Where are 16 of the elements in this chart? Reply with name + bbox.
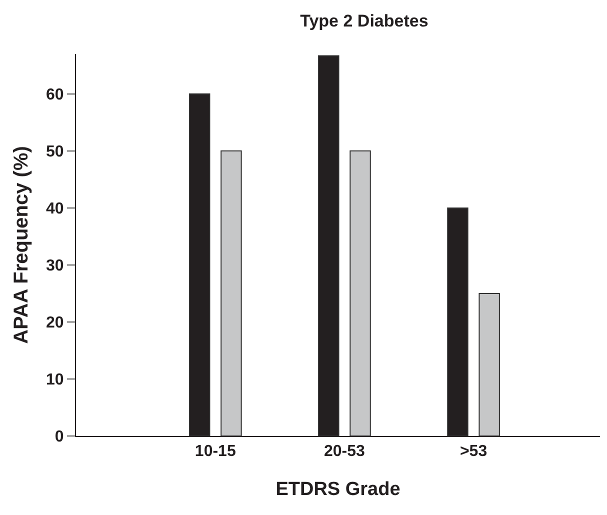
chart-title: Type 2 Diabetes [300,12,428,31]
y-tick-label: 40 [46,200,64,218]
y-tick-label: 20 [46,314,64,332]
y-axis-title: APAA Frequency (%) [10,146,33,344]
x-axis-title: ETDRS Grade [276,479,400,500]
bar [220,150,242,436]
x-tick-label: >53 [460,443,488,460]
y-tick-label: 60 [46,86,64,104]
y-tick-label: 0 [54,428,64,446]
bar [478,292,500,436]
x-tick-label: 10-15 [194,443,236,460]
bar [350,150,371,436]
y-tick-label: 30 [46,258,64,275]
y-tick-label: 10 [46,372,64,389]
x-tick-label: 20-53 [324,443,366,460]
y-tick-label: 50 [46,144,64,161]
